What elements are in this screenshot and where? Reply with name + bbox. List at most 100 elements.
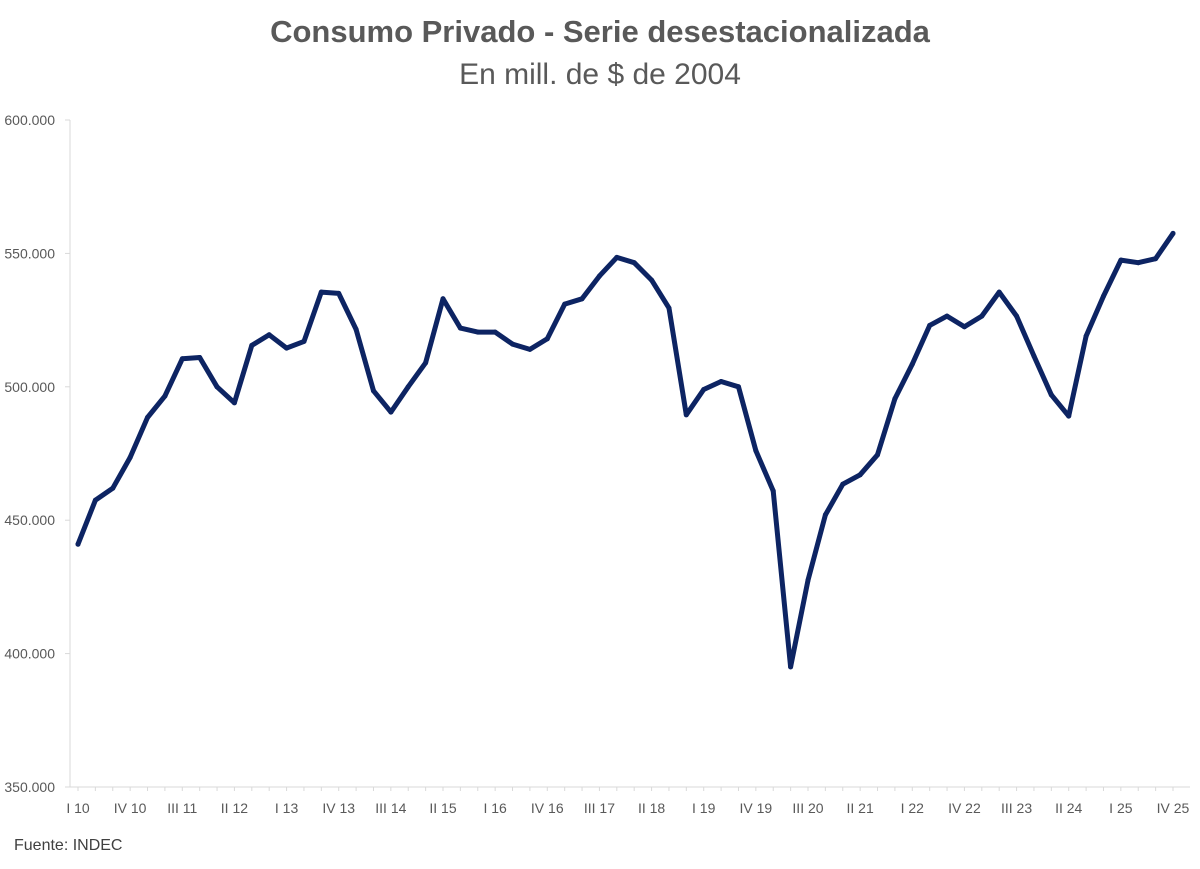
data-point [266, 332, 272, 338]
data-point [805, 577, 811, 583]
data-point [1066, 413, 1072, 419]
data-point [75, 541, 81, 547]
data-point [944, 313, 950, 319]
y-tick-label: 450.000 [4, 512, 55, 528]
data-point [544, 336, 550, 342]
x-tick-label: IV 19 [740, 800, 773, 816]
x-tick-label: IV 22 [948, 800, 981, 816]
x-tick-label: IV 13 [322, 800, 355, 816]
data-point [405, 384, 411, 390]
data-point [579, 296, 585, 302]
y-tick-label: 600.000 [4, 112, 55, 128]
data-point [249, 342, 255, 348]
series-line [75, 230, 1176, 670]
data-point [840, 481, 846, 487]
data-point [284, 345, 290, 351]
x-axis-ticks: I 10 IV 10 III 11 II 12 I 13 IV 13 III 14 II 15… [66, 787, 1190, 816]
y-tick-label: 550.000 [4, 245, 55, 261]
data-point [301, 338, 307, 344]
x-tick-label: I 10 [66, 800, 90, 816]
data-point [371, 388, 376, 394]
data-point [1101, 293, 1106, 299]
data-point [875, 452, 880, 458]
data-point [631, 260, 637, 266]
data-point [961, 324, 967, 330]
data-point [318, 289, 324, 295]
data-point [440, 296, 446, 302]
data-point [179, 356, 185, 362]
data-point [1118, 257, 1124, 263]
data-point [1048, 392, 1054, 398]
axes [69, 120, 1190, 788]
data-point [1170, 230, 1176, 236]
data-point [996, 289, 1002, 295]
x-tick-label: I 19 [692, 800, 716, 816]
data-point [475, 329, 481, 335]
data-point [197, 355, 203, 360]
data-point [857, 472, 863, 478]
x-tick-label: I 25 [1109, 800, 1133, 816]
x-tick-label: I 13 [275, 800, 299, 816]
x-tick-label: III 14 [375, 800, 406, 816]
data-point [683, 412, 689, 418]
data-point [162, 393, 168, 399]
data-point [718, 379, 724, 384]
y-tick-label: 500.000 [4, 379, 55, 395]
data-point [1014, 313, 1020, 319]
chart-title: Consumo Privado - Serie desestacionaliza… [270, 14, 930, 49]
data-point [214, 384, 220, 390]
x-tick-label: II 18 [638, 800, 665, 816]
data-point [736, 384, 741, 390]
x-tick-label: II 24 [1055, 800, 1082, 816]
data-point [562, 301, 568, 307]
x-tick-label: III 11 [167, 800, 197, 816]
data-point [492, 329, 498, 335]
data-point [127, 455, 133, 460]
data-point [753, 448, 759, 454]
data-point [510, 341, 515, 347]
data-point [353, 326, 359, 332]
y-axis-ticks: 350.000 400.000 450.000 500.000 550.000 600.0… [4, 112, 70, 795]
data-point [336, 290, 342, 296]
series-group [75, 230, 1176, 670]
data-point [979, 313, 985, 319]
x-tick-label: II 15 [429, 800, 456, 816]
data-point [231, 400, 237, 406]
data-point [457, 325, 463, 331]
x-tick-label: III 20 [792, 800, 823, 816]
data-point [110, 485, 116, 491]
x-tick-label: I 16 [483, 800, 507, 816]
data-point [892, 396, 898, 402]
data-point [770, 488, 776, 494]
chart-subtitle: En mill. de $ de 2004 [459, 58, 741, 91]
data-point [822, 512, 828, 518]
y-tick-label: 400.000 [4, 646, 55, 662]
data-point [788, 664, 794, 670]
data-point [666, 305, 672, 311]
x-tick-label: IV 10 [114, 800, 147, 816]
data-point [649, 277, 655, 283]
x-tick-label: II 12 [221, 800, 248, 816]
x-tick-label: I 22 [901, 800, 925, 816]
x-tick-label: III 23 [1001, 800, 1032, 816]
data-point [614, 254, 620, 260]
data-point [1135, 260, 1141, 266]
data-point [145, 415, 150, 420]
x-tick-label: III 17 [584, 800, 615, 816]
data-point [388, 409, 394, 415]
data-point [1031, 353, 1037, 359]
data-point [596, 273, 602, 279]
data-point [927, 322, 933, 328]
x-tick-label: II 21 [847, 800, 874, 816]
x-tick-label: IV 25 [1157, 800, 1190, 816]
data-point [423, 360, 429, 366]
x-tick-label: IV 16 [531, 800, 564, 816]
source-note: Fuente: INDEC [14, 837, 123, 854]
data-point [701, 387, 707, 392]
data-point [1153, 256, 1159, 262]
y-tick-label: 350.000 [4, 779, 55, 795]
data-point [527, 346, 533, 352]
data-point [1083, 333, 1089, 339]
data-point [92, 497, 98, 503]
